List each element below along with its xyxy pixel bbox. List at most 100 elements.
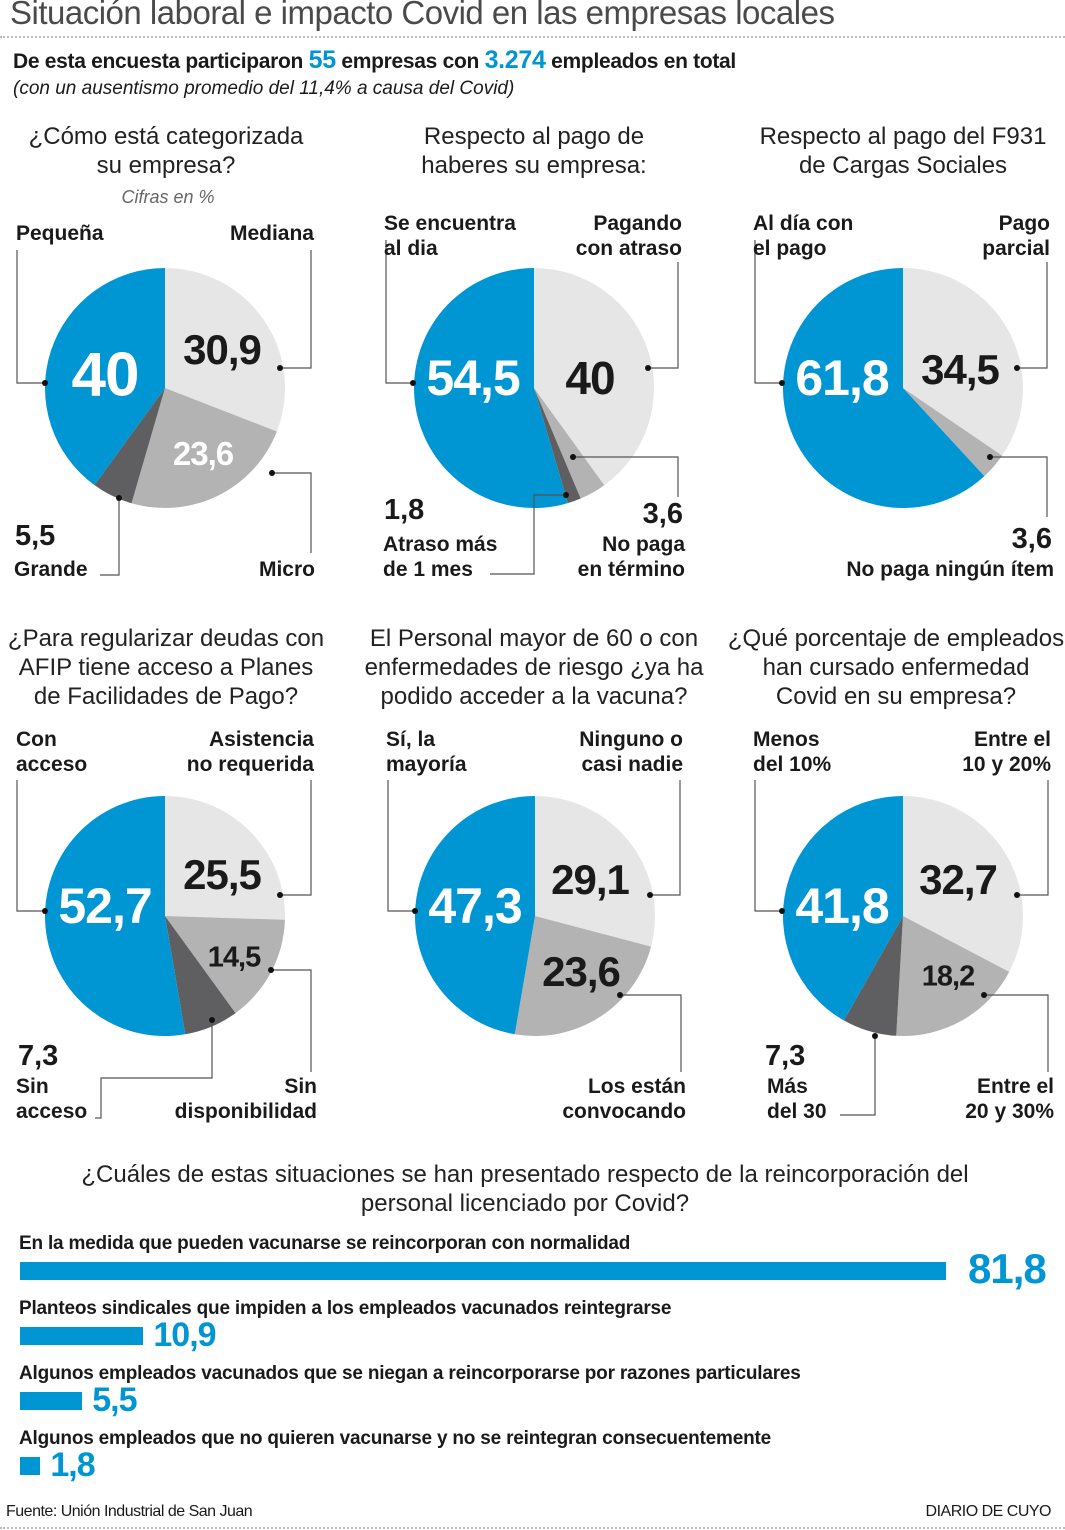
brand-credit: DIARIO DE CUYO [925,1503,1052,1520]
summary-text: De esta encuesta participaron [13,50,309,73]
value-con-atraso: 40 [565,352,615,404]
bar-value: 81,8 [968,1245,1047,1292]
bar-label: En la medida que pueden vacunarse se rei… [19,1233,631,1254]
leader-dots [42,365,1020,1039]
source-note: Fuente: Unión Industrial de San Juan [6,1503,253,1520]
pie-slice-asistencia-no-requerida [165,796,285,920]
absenteeism-note: (con un ausentismo promedio del 11,4% a … [13,78,515,99]
value-no-paga-item: 3,6 [1011,523,1052,555]
value-10-20: 32,7 [919,856,998,903]
label-al-dia-pago: Al día con el pago [753,212,854,260]
value-no-paga: 3,6 [642,498,683,530]
value-pago-parcial: 34,5 [921,346,1000,393]
pie-slice-los-están-convocando [514,916,652,1036]
value-al-dia-pago: 61,8 [795,350,889,406]
label-atraso-1-mes: Atraso más de 1 mes [383,533,498,581]
bar-label: Algunos empleados que no quieren vacunar… [19,1428,771,1449]
bar-value: 5,5 [92,1381,137,1419]
label-20-30: Entre el 20 y 30% [965,1075,1054,1123]
leader-lines [16,240,1049,1119]
label-sin-disponibilidad: Sin disponibilidad [174,1075,317,1123]
value-sin-disponibilidad: 14,5 [207,941,261,974]
bar-value: 10,9 [153,1316,216,1354]
pie-slice-grande [94,388,165,504]
bar [20,1457,41,1475]
label-con-acceso: Con acceso [16,728,88,776]
pie-slice-se-encuentra-al-dia [414,268,568,509]
value-pequena: 40 [71,340,140,410]
label-pequena: Pequeña [16,222,104,245]
value-convocando: 23,6 [542,948,621,995]
value-ninguno: 29,1 [551,856,630,903]
value-20-30: 18,2 [921,960,975,993]
pie-slice-micro [131,388,277,508]
label-si-mayoria: Sí, la mayoría [386,728,467,776]
employees-count: 3.274 [484,46,546,74]
bar [20,1392,83,1410]
pie-slice-mediana [165,268,286,432]
label-con-atraso: Pagando con atraso [575,212,682,260]
label-pago-parcial: Pago parcial [982,212,1050,260]
label-mas-30: Más del 30 [767,1075,827,1123]
label-al-dia: Se encuentra al dia [384,212,516,260]
pie-slice-pago-parcial [903,268,1023,456]
chart-2-title: Respecto al pago de haberes su empresa: [421,123,647,179]
pie-slice-pequeña [44,268,165,486]
divider [0,36,1065,38]
label-no-paga: No paga en término [577,533,685,581]
value-mediana: 30,9 [183,326,262,373]
pie-slice-ninguno-o-casi-nadie [535,796,655,947]
value-al-dia: 54,5 [426,350,520,406]
value-mas-30: 7,3 [765,1040,806,1072]
summary-text: empresas con [335,50,485,73]
pie-slice-al-día-con-el-pago [783,268,985,508]
pie-slice-menos-del-10% [783,796,903,1021]
pie-slice-entre-el-20-y-30% [896,916,1010,1036]
bar-chart-title: ¿Cuáles de estas situaciones se han pres… [81,1161,969,1217]
page-title: Situación laboral e impacto Covid en las… [10,0,835,31]
pie-slice-sin-disponibilidad [165,916,285,1014]
label-sin-acceso: Sin acceso [16,1075,88,1123]
pie-slice-no-paga-ningún-ítem [903,388,1003,477]
label-asistencia: Asistencia no requerida [186,728,314,776]
pie-slice-atraso-más-de-1-mes [534,388,581,504]
bar-label: Algunos empleados vacunados que se niega… [19,1363,801,1384]
chart-5-title: El Personal mayor de 60 o con enfermedad… [364,625,704,710]
chart-6-title: ¿Qué porcentaje de empleados han cursado… [727,625,1065,710]
value-sin-acceso: 7,3 [18,1040,59,1072]
pie-slice-con-acceso [45,796,186,1036]
value-si-mayoria: 47,3 [428,878,522,934]
label-grande: Grande [14,558,88,581]
pie-slice-entre-el-10-y-20% [903,796,1024,972]
label-micro: Micro [258,558,315,581]
survey-summary: De esta encuesta participaron 55 empresa… [13,46,736,75]
bar-value: 1,8 [50,1446,95,1484]
value-atraso-1-mes: 1,8 [384,494,425,526]
units-note: Cifras en % [121,187,215,207]
chart-4-title: ¿Para regularizar deudas con AFIP tiene … [7,625,325,710]
summary-text: empleados en total [545,50,736,73]
label-menos-10: Menos del 10% [753,728,832,776]
pie-slice-sin-acceso [165,916,236,1035]
bar [20,1262,946,1280]
chart-1-title: ¿Cómo está categorizada su empresa? [28,123,304,179]
value-asistencia: 25,5 [183,851,262,898]
bar-label: Planteos sindicales que impiden a los em… [19,1298,672,1319]
label-ninguno: Ninguno o casi nadie [579,728,683,776]
chart-3-title: Respecto al pago del F931 de Cargas Soci… [759,123,1047,179]
value-grande: 5,5 [15,520,56,552]
value-menos-10: 41,8 [795,878,889,934]
bar [20,1327,144,1345]
label-no-paga-item: No paga ningún ítem [846,558,1054,581]
pie-slice-más-del-30 [843,916,903,1036]
divider [0,1527,1065,1529]
pie-slice-pagando-con-atraso [534,268,655,486]
value-con-acceso: 52,7 [58,878,152,934]
label-10-20: Entre el 10 y 20% [962,728,1051,776]
label-mediana: Mediana [229,222,314,245]
pie-slice-sí,-la-mayoría [414,796,535,1035]
companies-count: 55 [308,46,337,74]
pie-slice-no-paga-en-término [534,388,605,499]
value-micro: 23,6 [172,435,234,472]
